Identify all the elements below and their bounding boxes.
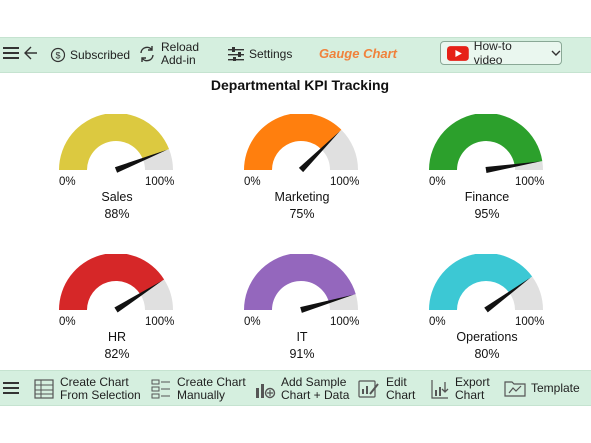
gauge-dial xyxy=(59,114,173,173)
gauge-needle xyxy=(298,131,340,173)
gauge-min-label: 0% xyxy=(59,316,76,328)
gauge-value-arc xyxy=(59,254,165,310)
gauge-max-label: 100% xyxy=(515,176,545,188)
edit-label-2: Chart xyxy=(386,388,416,402)
create-man-label-1: Create Chart xyxy=(177,375,246,389)
gauge-hr: 0% 100% HR 82% xyxy=(59,254,199,364)
edit-chart-button[interactable]: Edit Chart xyxy=(358,376,415,402)
export-chart-button[interactable]: Export Chart xyxy=(430,376,490,402)
hamburger-menu-icon[interactable] xyxy=(3,46,19,60)
gauge-name: IT xyxy=(296,330,308,344)
template-button[interactable]: Template xyxy=(504,379,580,397)
gauge-dial xyxy=(429,254,543,313)
gauge-operations: 0% 100% Operations 80% xyxy=(429,254,569,364)
back-arrow-icon[interactable] xyxy=(24,46,38,60)
gauge-value-label: 91% xyxy=(289,347,315,361)
reload-label-1: Reload xyxy=(161,40,200,54)
gauge-value-arc xyxy=(429,114,543,170)
gauge-max-label: 100% xyxy=(330,176,360,188)
bottom-toolbar: Create Chart From Selection Create Chart… xyxy=(0,370,591,406)
gauge-it: 0% 100% IT 91% xyxy=(244,254,384,364)
gauge-needle xyxy=(485,161,541,173)
gauge-needle xyxy=(114,280,163,313)
gauge-min-label: 0% xyxy=(59,176,76,188)
gauge-name: Marketing xyxy=(274,190,330,204)
add-sample-label-1: Add Sample xyxy=(281,375,347,389)
gauge-value-arc xyxy=(59,114,169,170)
gauge-needle xyxy=(114,149,168,173)
edit-chart-icon xyxy=(358,380,379,398)
gauge-dial xyxy=(244,114,358,173)
subscribed-label: Subscribed xyxy=(70,47,131,62)
export-label-2: Chart xyxy=(455,388,485,402)
settings-button[interactable]: Settings xyxy=(228,47,292,61)
gauge-value-label: 82% xyxy=(104,347,130,361)
gauge-max-label: 100% xyxy=(145,316,175,328)
add-sample-label-2: Chart + Data xyxy=(281,388,350,402)
create-man-label-2: Manually xyxy=(177,388,226,402)
howto-video-label: How-to video xyxy=(473,39,512,67)
gauge-name: HR xyxy=(107,330,127,344)
howto-video-button[interactable]: How-to video xyxy=(440,39,562,67)
gauge-value-arc xyxy=(244,114,342,170)
table-selection-icon xyxy=(34,379,54,399)
gauge-finance: 0% 100% Finance 95% xyxy=(429,114,569,224)
gauge-max-label: 100% xyxy=(330,316,360,328)
gauge-value-label: 75% xyxy=(289,207,315,221)
gauge-remainder-arc xyxy=(514,161,543,170)
create-sel-label-1: Create Chart xyxy=(60,375,129,389)
gauge-value-label: 88% xyxy=(104,207,130,221)
gauge-name: Sales xyxy=(101,190,133,204)
gauge-remainder-arc xyxy=(140,279,173,310)
gauge-value-arc xyxy=(429,254,533,310)
grid-table-icon xyxy=(151,379,170,399)
gauge-needle xyxy=(484,277,531,313)
gauge-min-label: 0% xyxy=(429,176,446,188)
settings-label: Settings xyxy=(249,46,293,61)
gauge-name: Finance xyxy=(464,190,510,204)
reload-addin-button[interactable]: Reload Add-in xyxy=(137,41,199,67)
youtube-play-icon xyxy=(447,45,469,61)
gauge-marketing: 0% 100% Marketing 75% xyxy=(244,114,384,224)
folder-chart-icon xyxy=(504,381,526,397)
gauge-dial xyxy=(59,254,173,313)
create-chart-from-selection-button[interactable]: Create Chart From Selection xyxy=(34,376,141,402)
gauge-max-label: 100% xyxy=(145,176,175,188)
hamburger-menu-icon[interactable] xyxy=(3,381,19,395)
gauge-name: Operations xyxy=(456,330,518,344)
edit-label-1: Edit xyxy=(386,375,407,389)
dollar-coin-icon: $ xyxy=(50,47,66,63)
chart-title: Departmental KPI Tracking xyxy=(210,77,390,93)
chevron-down-icon xyxy=(551,50,561,56)
reload-label-2: Add-in xyxy=(161,53,196,67)
gauge-remainder-arc xyxy=(328,294,358,310)
add-sample-chart-button[interactable]: Add Sample Chart + Data xyxy=(254,376,349,402)
export-label-1: Export xyxy=(455,375,490,389)
gauge-remainder-arc xyxy=(509,276,543,310)
gauge-dial xyxy=(244,254,358,313)
reload-icon xyxy=(140,46,154,62)
svg-text:$: $ xyxy=(55,51,60,61)
gauge-min-label: 0% xyxy=(244,316,261,328)
template-label: Template xyxy=(531,380,580,395)
create-chart-manually-button[interactable]: Create Chart Manually xyxy=(151,376,246,402)
gauge-remainder-arc xyxy=(142,149,173,170)
gauge-value-arc xyxy=(244,254,356,310)
export-chart-icon xyxy=(431,380,449,399)
create-sel-label-2: From Selection xyxy=(60,388,141,402)
gauge-sales: 0% 100% Sales 88% xyxy=(59,114,199,224)
gauge-max-label: 100% xyxy=(515,316,545,328)
gauge-remainder-arc xyxy=(321,129,358,170)
subscribed-button[interactable]: $ Subscribed xyxy=(50,47,130,63)
sample-data-icon xyxy=(256,384,276,399)
gauge-needle xyxy=(300,294,354,313)
gauge-min-label: 0% xyxy=(244,176,261,188)
gauge-dial xyxy=(429,114,543,173)
gauge-chart-title: Gauge Chart xyxy=(319,46,398,61)
gauge-min-label: 0% xyxy=(429,316,446,328)
gauge-value-label: 80% xyxy=(474,347,500,361)
gauge-value-label: 95% xyxy=(474,207,500,221)
sliders-icon xyxy=(228,47,244,61)
